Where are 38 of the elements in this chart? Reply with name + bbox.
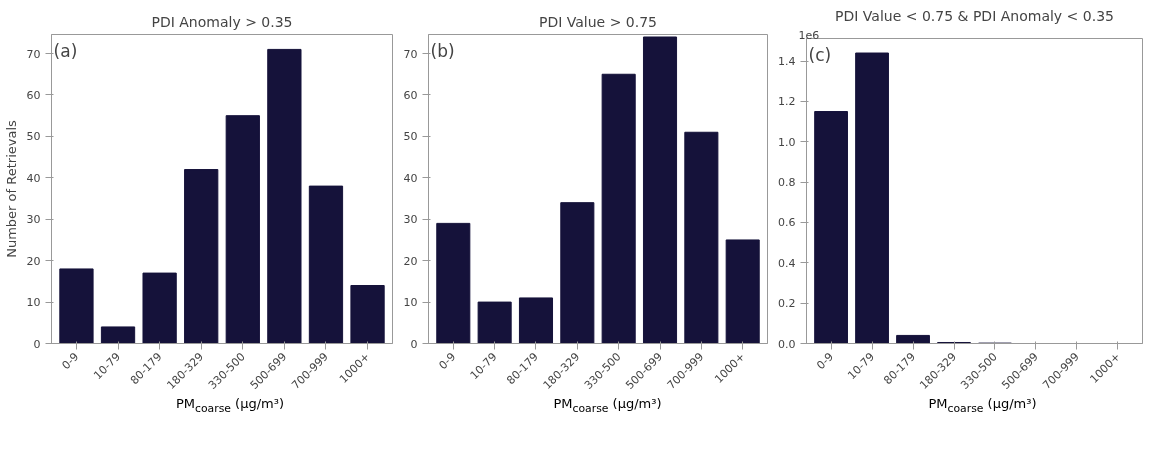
y-tick-label: 30 — [26, 213, 41, 227]
chart-title: PDI Value > 0.75 — [538, 13, 658, 30]
chart-title: PDI Value < 0.75 & PDI Anomaly < 0.35 — [835, 7, 1114, 24]
annotation: (b) — [430, 40, 455, 61]
y-tick-label: 0.8 — [778, 176, 796, 190]
y-tick-label: 1.0 — [778, 135, 796, 149]
y-axis-title: Number of Retrievals — [3, 119, 19, 258]
y-tick-label: 0 — [410, 337, 418, 351]
y-tick-label: 1.2 — [778, 95, 796, 109]
y-tick-label: 70 — [403, 47, 418, 61]
chart-title: PDI Anomaly > 0.35 — [151, 13, 293, 30]
y-tick-label: 0.2 — [778, 297, 796, 311]
x-axis-title: PM$_{coarse}$ (µg/m³) — [927, 395, 1038, 417]
y-tick-label: 10 — [26, 296, 41, 310]
y-tick-label: 50 — [403, 130, 418, 144]
x-tick-label: 0-9 — [436, 350, 459, 373]
y-tick-label: 70 — [26, 47, 41, 61]
y-tick-label: 30 — [403, 213, 418, 227]
y-tick-label: 60 — [403, 88, 418, 102]
x-axis-title: PM$_{coarse}$ (µg/m³) — [174, 395, 286, 417]
y-tick-label: 0 — [33, 337, 41, 351]
x-axis-title: PM$_{coarse}$ (µg/m³) — [552, 395, 663, 417]
y-tick-label: 40 — [26, 171, 41, 185]
x-tick-label: 0-9 — [59, 350, 82, 373]
y-tick-label: 0.4 — [778, 256, 796, 270]
y-tick-label: 1.4 — [778, 55, 796, 69]
y-tick-label: 50 — [26, 130, 41, 144]
y-tick-label: 40 — [403, 171, 418, 185]
y-tick-label: 20 — [403, 254, 418, 268]
y-tick-label: 60 — [26, 88, 41, 102]
annotation: 1e6 — [798, 28, 820, 42]
annotation: (c) — [808, 44, 832, 65]
y-tick-label: 0.6 — [778, 216, 796, 230]
y-tick-label: 10 — [403, 296, 418, 310]
y-tick-label: 20 — [26, 254, 41, 268]
x-tick-label: 0-9 — [814, 350, 837, 373]
y-tick-label: 0.0 — [778, 337, 796, 351]
annotation: (a) — [53, 40, 78, 61]
